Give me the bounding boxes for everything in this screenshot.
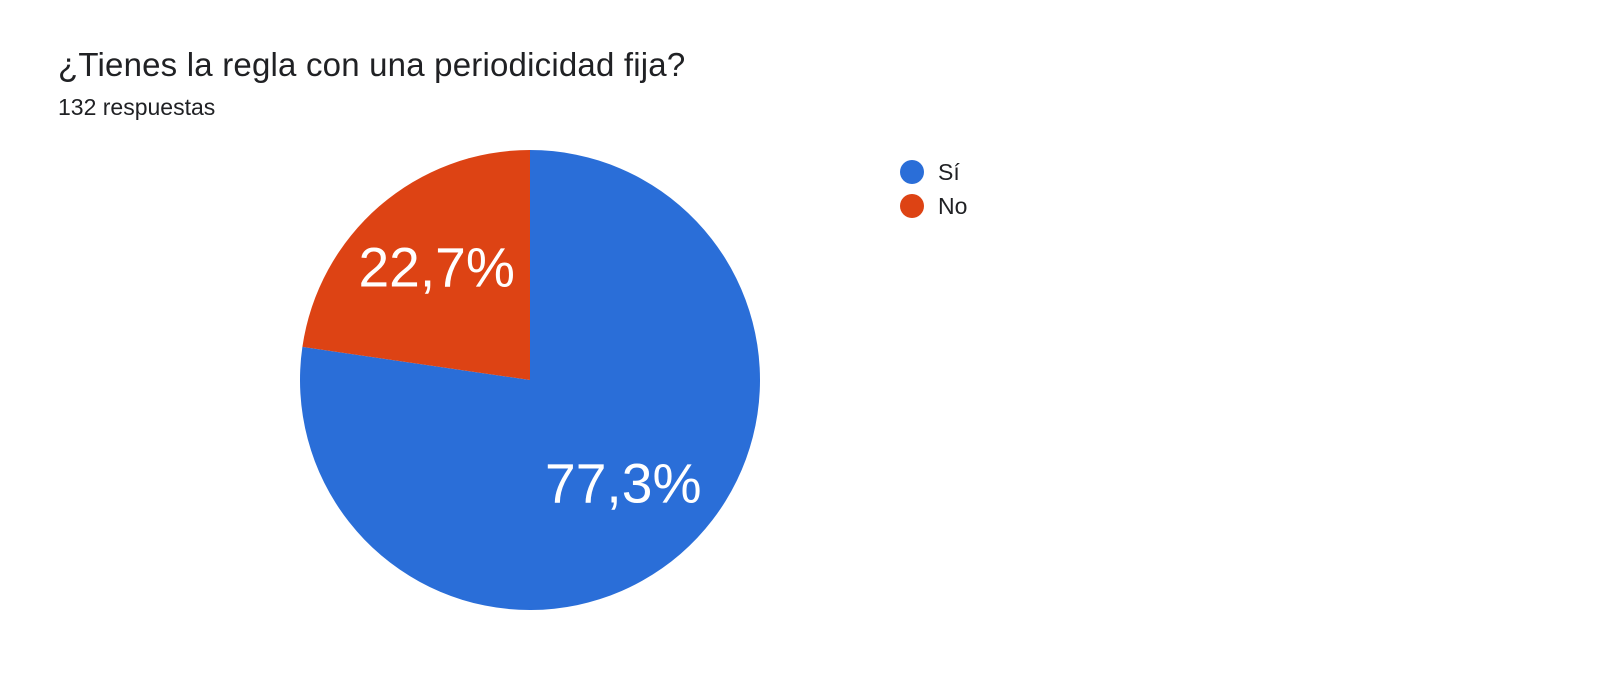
legend-item: Sí (900, 155, 967, 189)
pie-svg: 77,3% 22,7% (300, 150, 760, 610)
legend-label: No (938, 193, 967, 220)
chart-container: ¿Tienes la regla con una periodicidad fi… (0, 0, 1600, 673)
pie-slice-label: 77,3% (545, 452, 701, 514)
legend-swatch (900, 194, 924, 218)
pie-slice-label: 22,7% (358, 237, 514, 299)
legend-swatch (900, 160, 924, 184)
legend-item: No (900, 189, 967, 223)
legend: Sí No (900, 155, 967, 223)
chart-title: ¿Tienes la regla con una periodicidad fi… (58, 46, 685, 84)
chart-subtitle: 132 respuestas (58, 94, 215, 121)
legend-label: Sí (938, 159, 960, 186)
pie-chart: 77,3% 22,7% (300, 150, 760, 610)
